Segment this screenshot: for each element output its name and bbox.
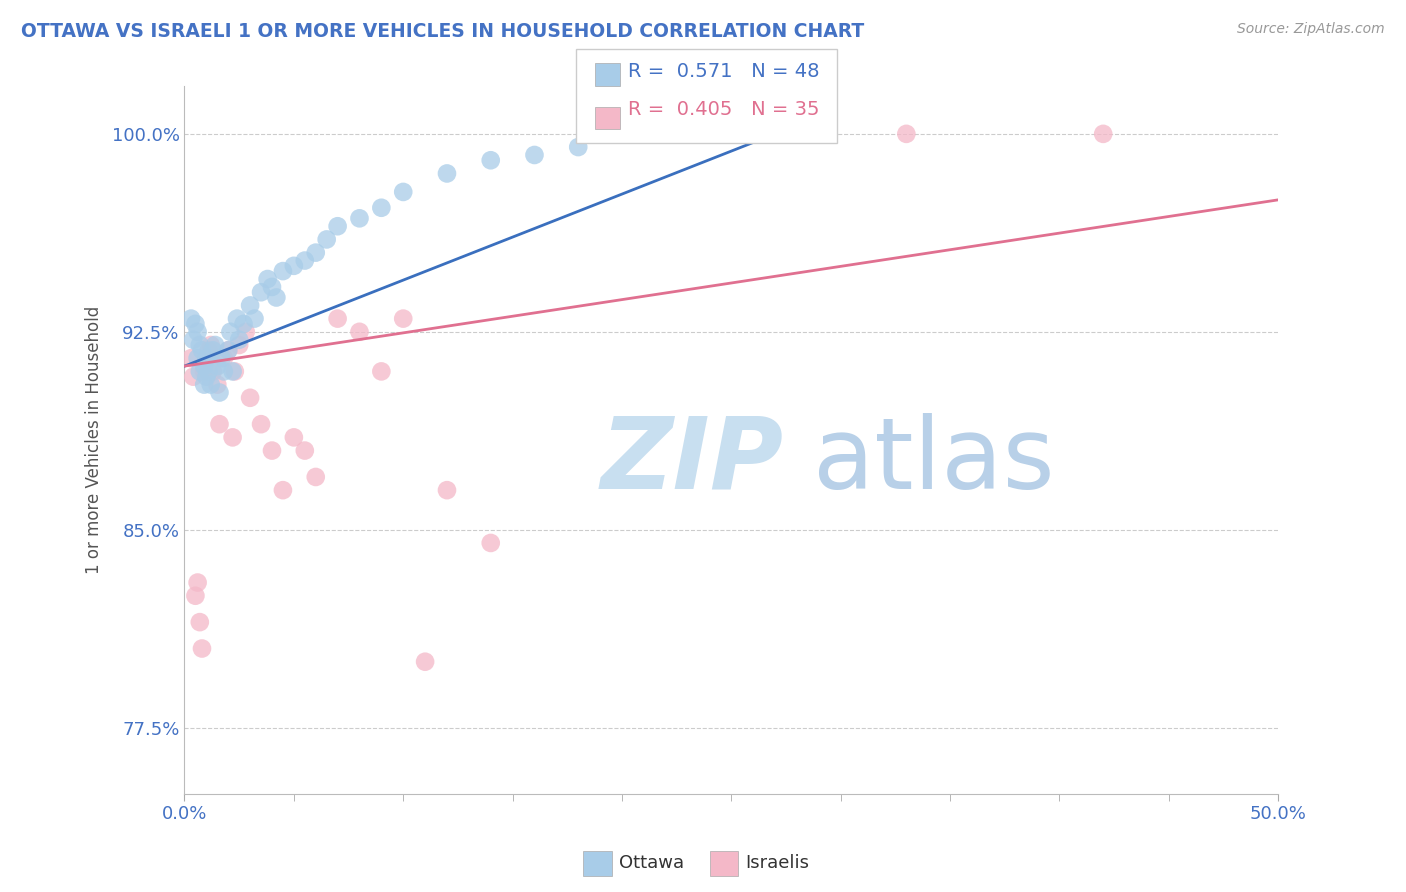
Point [226, 311, 249, 326]
Point [256, 272, 278, 286]
Point [479, 536, 502, 550]
Point [191, 343, 214, 358]
Point [239, 391, 262, 405]
Point [370, 364, 392, 378]
Point [197, 343, 219, 358]
Text: Ottawa: Ottawa [619, 855, 683, 872]
Point [207, 377, 229, 392]
Point [283, 259, 305, 273]
Point [204, 338, 226, 352]
Point [294, 443, 316, 458]
Point [479, 153, 502, 168]
Point [260, 280, 283, 294]
Y-axis label: 1 or more Vehicles in Household: 1 or more Vehicles in Household [86, 306, 103, 574]
Point [195, 351, 218, 366]
Point [392, 185, 415, 199]
Point [212, 364, 235, 378]
Point [305, 245, 328, 260]
Point [271, 264, 294, 278]
Point [188, 364, 211, 378]
Text: ZIP: ZIP [600, 413, 783, 509]
Point [181, 369, 204, 384]
Point [699, 127, 721, 141]
Point [228, 333, 250, 347]
Point [193, 364, 215, 378]
Point [211, 351, 233, 366]
Text: OTTAWA VS ISRAELI 1 OR MORE VEHICLES IN HOUSEHOLD CORRELATION CHART: OTTAWA VS ISRAELI 1 OR MORE VEHICLES IN … [21, 22, 865, 41]
Point [180, 311, 202, 326]
Point [243, 311, 266, 326]
Text: R =  0.405   N = 35: R = 0.405 N = 35 [628, 100, 820, 119]
Point [305, 470, 328, 484]
Point [436, 483, 458, 498]
Point [191, 641, 214, 656]
Point [201, 343, 224, 358]
Text: Israelis: Israelis [745, 855, 810, 872]
Point [200, 338, 222, 352]
Point [567, 140, 589, 154]
Point [221, 430, 243, 444]
Point [370, 201, 392, 215]
Point [187, 575, 209, 590]
Point [181, 333, 204, 347]
Point [392, 311, 415, 326]
Point [239, 298, 262, 312]
Point [294, 253, 316, 268]
Point [207, 359, 229, 373]
Point [187, 351, 209, 366]
Point [266, 291, 288, 305]
Point [208, 385, 231, 400]
Point [187, 325, 209, 339]
Text: R =  0.571   N = 48: R = 0.571 N = 48 [628, 62, 820, 81]
Point [436, 166, 458, 180]
Point [195, 351, 218, 366]
Point [610, 127, 633, 141]
Point [200, 377, 222, 392]
Point [188, 615, 211, 629]
Point [193, 359, 215, 373]
Point [349, 211, 371, 226]
Point [315, 232, 337, 246]
Point [283, 430, 305, 444]
Point [271, 483, 294, 498]
Point [413, 655, 436, 669]
Point [232, 317, 254, 331]
Point [260, 443, 283, 458]
Point [228, 338, 250, 352]
Point [193, 377, 215, 392]
Point [221, 364, 243, 378]
Point [235, 325, 257, 339]
Point [1092, 127, 1115, 141]
Point [349, 325, 371, 339]
Point [250, 417, 273, 432]
Point [197, 364, 219, 378]
Point [217, 343, 239, 358]
Text: Source: ZipAtlas.com: Source: ZipAtlas.com [1237, 22, 1385, 37]
Point [326, 311, 349, 326]
Point [763, 127, 786, 141]
Point [217, 343, 239, 358]
Point [195, 369, 218, 384]
Point [219, 325, 242, 339]
Point [184, 317, 207, 331]
Point [212, 351, 235, 366]
Point [188, 338, 211, 352]
Point [180, 351, 202, 366]
Point [250, 285, 273, 300]
Point [523, 148, 546, 162]
Point [208, 417, 231, 432]
Point [184, 589, 207, 603]
Point [896, 127, 918, 141]
Text: atlas: atlas [814, 413, 1054, 509]
Point [326, 219, 349, 234]
Point [201, 364, 224, 378]
Point [224, 364, 246, 378]
